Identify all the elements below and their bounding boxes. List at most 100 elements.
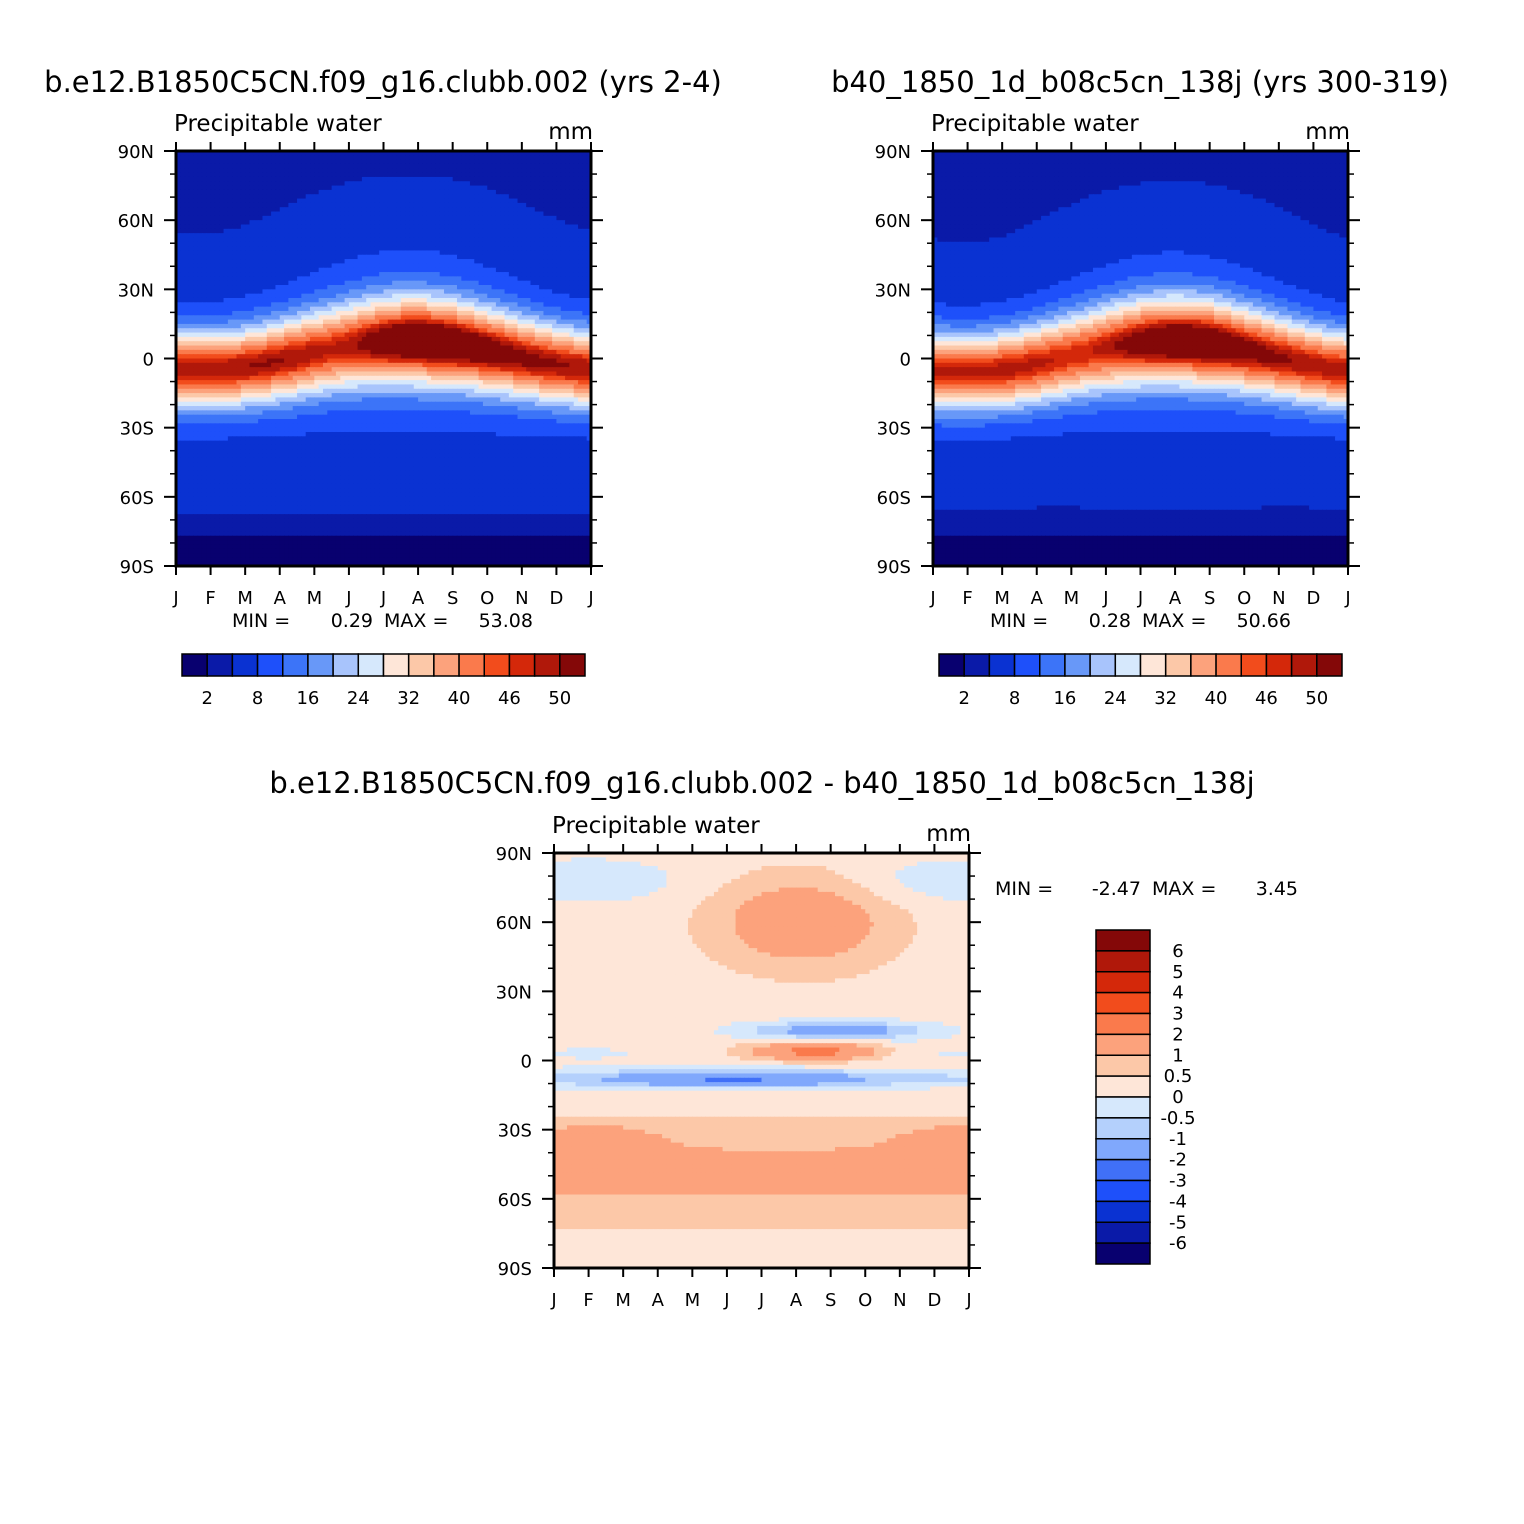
field-cell: [240, 202, 246, 208]
field-cell: [271, 310, 277, 316]
field-cell: [586, 198, 592, 204]
field-cell: [396, 202, 402, 208]
field-cell: [439, 155, 445, 161]
field-cell: [396, 319, 402, 325]
field-cell: [495, 189, 501, 195]
field-cell: [370, 224, 376, 230]
field-cell: [409, 181, 415, 187]
field-cell: [495, 354, 501, 360]
field-cell: [392, 367, 398, 373]
field-cell: [504, 215, 510, 221]
field-cell: [461, 159, 467, 165]
field-cell: [353, 302, 359, 308]
field-cell: [279, 224, 285, 230]
field-cell: [227, 332, 233, 338]
field-cell: [543, 220, 549, 226]
field-cell: [560, 302, 566, 308]
field-cell: [357, 168, 363, 174]
field-cell: [469, 228, 475, 234]
field-cell: [578, 228, 583, 234]
field-cell: [405, 285, 411, 290]
field-cell: [521, 181, 527, 187]
field-cell: [543, 263, 549, 269]
field-cell: [573, 211, 579, 217]
field-cell: [335, 349, 341, 355]
field-cell: [305, 263, 311, 269]
field-cell: [331, 185, 337, 191]
field-cell: [474, 306, 480, 312]
field-cell: [288, 328, 294, 334]
field-cell: [262, 276, 268, 282]
field-cell: [534, 315, 540, 321]
field-cell: [552, 155, 558, 161]
field-cell: [374, 323, 380, 329]
field-cell: [405, 310, 411, 316]
field-cell: [232, 354, 238, 360]
field-cell: [340, 367, 346, 373]
field-cell: [232, 319, 238, 325]
field-cell: [271, 272, 277, 277]
field-cell: [214, 349, 220, 355]
field-cell: [556, 371, 562, 377]
field-cell: [469, 371, 475, 377]
field-cell: [279, 237, 285, 243]
field-cell: [301, 250, 307, 256]
field-cell: [322, 358, 328, 364]
field-cell: [582, 215, 588, 221]
field-cell: [331, 241, 337, 247]
field-cell: [456, 172, 462, 178]
field-cell: [219, 297, 225, 303]
field-cell: [344, 354, 350, 360]
field-cell: [422, 280, 428, 286]
field-cell: [586, 168, 592, 174]
field-cell: [508, 259, 514, 264]
field-cell: [245, 181, 251, 187]
field-cell: [534, 293, 540, 299]
field-cell: [569, 354, 575, 360]
field-cell: [361, 159, 367, 165]
field-cell: [560, 202, 566, 208]
field-cell: [353, 194, 359, 200]
field-cell: [431, 220, 436, 226]
field-cell: [435, 358, 441, 364]
field-cell: [258, 211, 264, 217]
field-cell: [223, 172, 229, 178]
field-cell: [305, 272, 311, 277]
field-cell: [331, 194, 337, 200]
field-cell: [387, 354, 393, 360]
field-cell: [379, 211, 385, 217]
field-cell: [301, 263, 307, 269]
field-cell: [379, 241, 385, 247]
field-cell: [578, 224, 583, 230]
field-cell: [180, 185, 186, 191]
field-cell: [435, 263, 441, 269]
field-cell: [374, 215, 380, 221]
field-cell: [474, 241, 480, 247]
field-cell: [521, 220, 527, 226]
field-cell: [197, 181, 203, 187]
field-cell: [495, 172, 501, 178]
field-cell: [435, 224, 441, 230]
field-cell: [188, 254, 194, 260]
field-cell: [370, 220, 376, 226]
field-cell: [249, 297, 255, 303]
field-cell: [188, 189, 194, 195]
field-cell: [478, 194, 484, 200]
field-cell: [474, 267, 480, 273]
field-cell: [253, 194, 259, 200]
field-cell: [565, 198, 570, 204]
field-cell: [370, 280, 376, 286]
field-cell: [534, 358, 540, 364]
field-cell: [504, 181, 510, 187]
field-cell: [495, 336, 501, 342]
field-cell: [534, 228, 540, 234]
field-cell: [284, 332, 289, 338]
field-cell: [547, 246, 553, 252]
field-cell: [539, 272, 545, 277]
field-cell: [582, 272, 588, 277]
field-cell: [279, 189, 285, 195]
field-cell: [193, 358, 199, 364]
field-cell: [439, 302, 445, 308]
field-cell: [292, 302, 298, 308]
field-cell: [188, 297, 194, 303]
